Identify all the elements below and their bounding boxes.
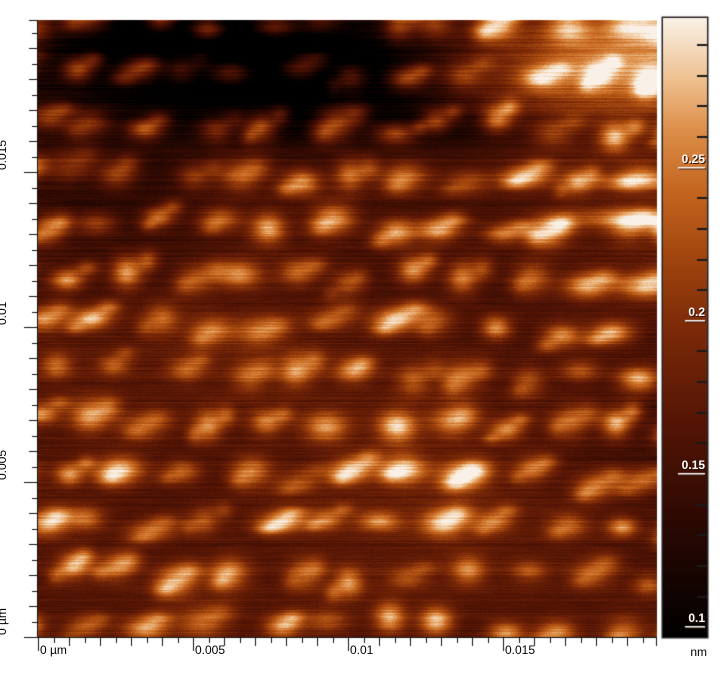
topography-figure-canvas <box>0 0 728 678</box>
